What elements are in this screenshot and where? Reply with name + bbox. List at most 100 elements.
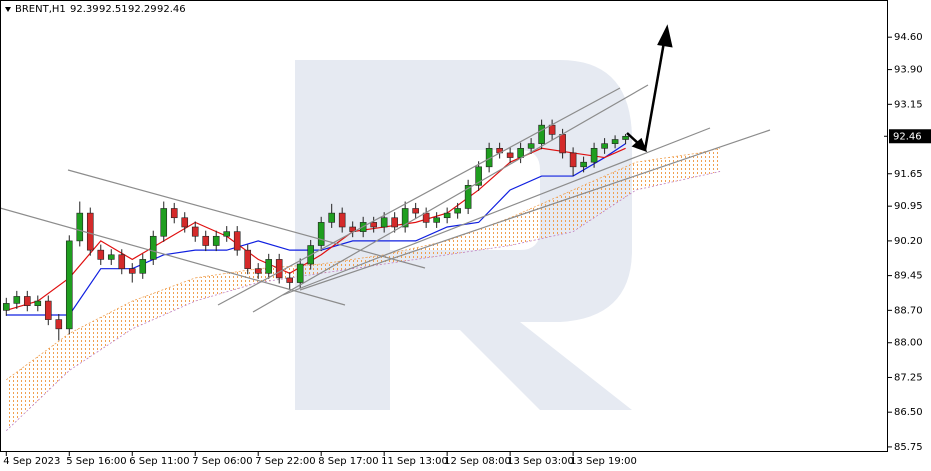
candle-body: [622, 135, 629, 140]
y-tick-label: 86.50: [894, 407, 923, 418]
candle-body: [538, 124, 545, 144]
candle-body: [160, 208, 168, 237]
candle-body: [254, 268, 262, 274]
x-tick-label: 7 Sep 22:00: [255, 456, 315, 467]
trend-line: [282, 127, 711, 296]
candle-body: [128, 268, 136, 274]
trend-lines: [0, 84, 771, 313]
candle-body: [517, 147, 524, 158]
y-tick-label: 91.65: [894, 169, 923, 180]
y-tick-label: 93.90: [894, 65, 923, 76]
y-tick-label: 94.60: [894, 32, 923, 43]
candle-body: [559, 134, 566, 154]
trend-line: [252, 84, 649, 313]
y-tick-label: 89.45: [894, 271, 923, 282]
candle-body: [202, 235, 210, 246]
candle-body: [475, 166, 482, 186]
x-tick-label: 11 Sep 13:00: [381, 456, 448, 467]
y-tick-label: 88.70: [894, 305, 923, 316]
candle-body: [265, 259, 273, 274]
x-tick-label: 6 Sep 11:00: [129, 456, 189, 467]
candle-body: [286, 277, 294, 283]
candle-body: [338, 212, 346, 228]
candle-body: [443, 212, 451, 219]
candle-body: [527, 143, 535, 149]
candle-body: [548, 124, 556, 135]
cloud-lower: [6, 171, 721, 431]
cloud-upper: [6, 147, 721, 381]
candle-body: [97, 249, 105, 260]
candle-body: [244, 249, 252, 269]
candle-body: [580, 161, 587, 168]
candle-body: [118, 254, 126, 269]
y-tick-label: 90.95: [894, 201, 923, 212]
ichimoku-cloud: [6, 148, 721, 431]
candle-body: [433, 217, 440, 223]
watermark-logo: [295, 60, 632, 410]
candle-body: [23, 296, 31, 307]
candle-body: [86, 212, 94, 251]
arrow-head: [657, 24, 673, 48]
x-tick-label: 8 Sep 17:00: [318, 456, 378, 467]
x-tick-label: 12 Sep 08:00: [444, 456, 511, 467]
candle-body: [34, 300, 42, 307]
y-tick-label: 93.15: [894, 99, 923, 110]
arrow-head: [631, 137, 648, 153]
candle-body: [233, 231, 241, 251]
candle-body: [590, 147, 598, 163]
candle-body: [380, 217, 388, 228]
candle-body: [55, 319, 63, 330]
y-tick-label: 90.20: [894, 236, 923, 247]
x-tick-label: 7 Sep 06:00: [192, 456, 252, 467]
candle-body: [13, 296, 21, 304]
candle-body: [328, 212, 335, 223]
candle-body: [464, 185, 472, 209]
trend-line: [67, 169, 426, 269]
candle-body: [296, 263, 304, 283]
price-label-box: [889, 129, 931, 144]
candle-body: [191, 226, 199, 237]
x-tick-label: 13 Sep 03:00: [507, 456, 574, 467]
x-tick-label: 5 Sep 16:00: [66, 456, 126, 467]
candle-body: [170, 208, 178, 219]
candle-body: [275, 259, 283, 279]
candle-body: [44, 300, 52, 320]
symbol: BRENT,H1: [15, 4, 66, 15]
header-low: 92.29: [128, 4, 157, 15]
candle-body: [412, 208, 419, 214]
candle-body: [391, 217, 398, 228]
candle-body: [454, 208, 461, 214]
trend-line: [217, 87, 621, 306]
x-tick-label: 4 Sep 2023: [3, 456, 60, 467]
y-tick-label: 88.00: [894, 338, 923, 349]
plot-frame: [0, 0, 888, 452]
candle-body: [370, 222, 377, 228]
candle-body: [107, 254, 115, 260]
forecast-arrow: [626, 24, 673, 153]
candle-body: [149, 235, 157, 260]
candle-body: [223, 231, 231, 237]
y-tick-label: 85.75: [894, 442, 923, 453]
x-tick-label: 13 Sep 19:00: [570, 456, 637, 467]
candle-body: [506, 152, 514, 158]
candle-body: [212, 235, 220, 246]
candle-body: [76, 212, 84, 242]
trend-line: [299, 129, 771, 291]
candle-body: [181, 217, 189, 228]
y-tick-label: 87.25: [894, 372, 923, 383]
candle-body: [317, 222, 325, 246]
header-open: 92.39: [70, 4, 99, 15]
trend-line: [0, 207, 346, 306]
candle-body: [139, 259, 147, 274]
arrow-segment: [643, 41, 666, 151]
price-label: 92.46: [893, 131, 922, 142]
candle-body: [569, 152, 577, 168]
candle-body: [422, 212, 430, 223]
candle-body: [611, 139, 619, 144]
candle-body: [401, 208, 409, 228]
candle-body: [601, 143, 608, 149]
candle-body: [65, 240, 73, 330]
menu-icon: [5, 7, 11, 12]
header-high: 92.51: [99, 4, 128, 15]
